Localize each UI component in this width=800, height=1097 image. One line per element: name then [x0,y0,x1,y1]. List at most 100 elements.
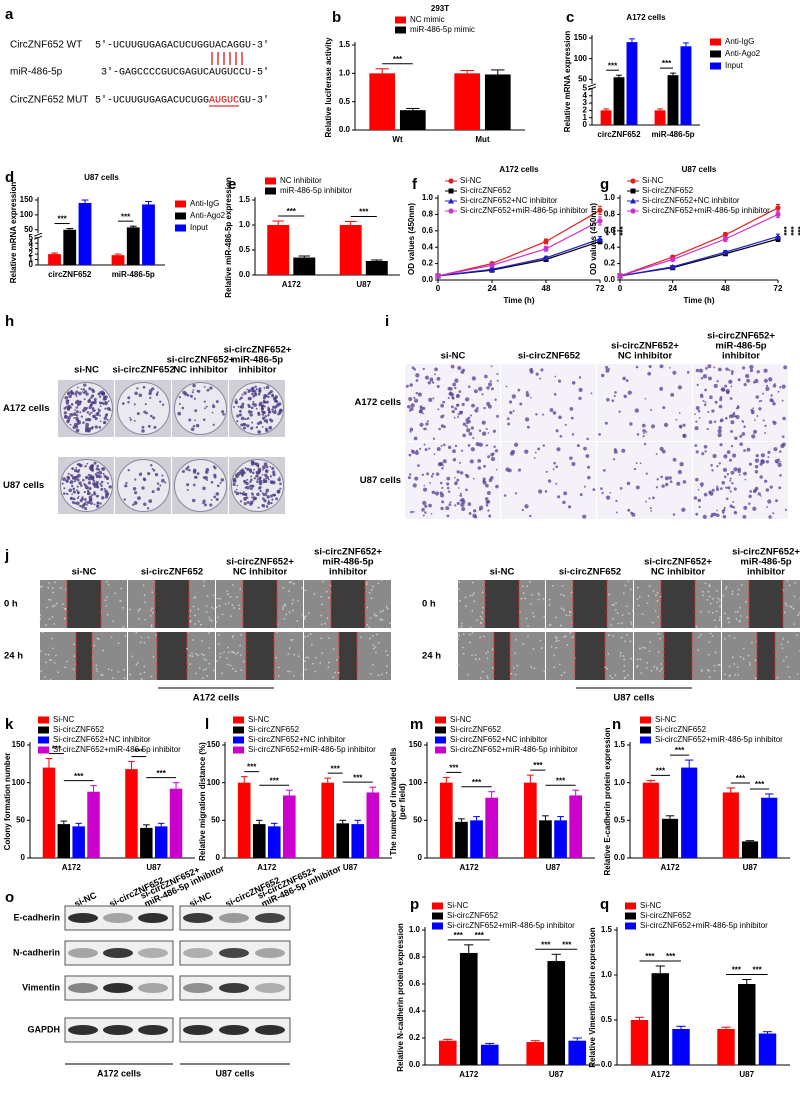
cell [464,596,467,599]
cell [793,595,796,598]
error-bar [298,255,311,258]
colony [261,473,264,476]
colony [251,496,253,499]
y-tick-label: 1.0 [239,220,251,229]
row-label: U87 cells [3,480,44,491]
error-bar [285,789,293,796]
invaded-cell [710,464,713,467]
row-label: 0 h [4,599,18,610]
error-bar [616,74,622,78]
cell [641,613,644,616]
legend-swatch [710,50,721,58]
cell [325,590,328,593]
cell [621,622,623,624]
cell [337,671,340,674]
colony [260,479,263,482]
cell [646,661,648,664]
cell [708,585,711,588]
column-header: si-circZNF652 [112,365,174,376]
invaded-cell [487,404,492,409]
invaded-cell [695,420,698,423]
invaded-cell [697,488,700,491]
invaded-cell [635,365,639,369]
cell [531,593,533,596]
bar [252,824,266,858]
significance-label: *** [270,776,280,785]
invaded-cell [415,449,419,452]
cell [793,623,796,626]
error-bar [764,793,774,798]
invaded-cell [481,393,484,396]
cell [620,636,623,639]
colony [240,416,245,421]
legend-label: Si-circZNF652 [248,725,300,734]
series-line [437,220,601,277]
colony [100,484,103,487]
invaded-cell [408,396,413,402]
invaded-cell [409,383,413,387]
colony [159,484,162,487]
cell [724,673,726,676]
legend-label: miR-486-5p mimic [410,25,475,34]
cell [235,596,238,599]
cell [64,617,66,620]
legend-swatch [233,726,244,734]
invaded-cell [714,400,718,404]
invaded-cell [459,494,463,497]
bar [72,826,85,858]
colony [274,409,277,411]
invaded-cell [422,500,427,506]
colony [257,465,260,468]
cell [527,635,529,638]
bar [480,1044,499,1065]
cell [371,635,374,637]
colony [250,406,254,410]
axis-break-mark [587,83,597,88]
y-tick-label: 0.2 [604,259,616,268]
colony [259,486,262,489]
invaded-cell [612,458,616,461]
cell [617,622,620,625]
y-tick-label: 4 [583,91,588,100]
colony [64,414,67,418]
invaded-cell [440,506,444,511]
invaded-cell [443,443,446,447]
column-header: miR-486-5p [715,341,766,352]
plate-well [117,459,170,512]
colony [279,408,283,413]
marker [489,262,495,268]
invaded-cell [571,433,575,436]
colony [266,495,270,499]
bar [717,1029,735,1065]
invaded-cell [642,429,646,433]
column-header: si-NC [441,351,466,362]
marker [448,178,454,184]
invaded-cell [704,450,707,453]
colony [73,479,77,483]
colony [234,400,239,404]
legend-swatch [435,716,446,724]
x-tick-label: 24 [488,284,497,293]
invaded-cell [509,410,513,415]
bar [237,782,251,858]
colony [94,425,98,429]
wound-gap [661,580,695,628]
invaded-cell [471,376,477,381]
invaded-cell [544,490,548,493]
y-tick-label: 0.5 [339,97,351,106]
cell [738,619,741,622]
panel-letter: b [332,9,341,26]
cell [728,665,731,668]
cell [607,634,610,637]
cell [49,598,52,601]
legend-label: Si-NC [640,901,662,910]
cell [538,593,541,596]
column-header: miR-486-5p [232,355,283,366]
panel-letter: q [600,896,609,913]
colony [101,467,106,471]
cell [122,606,124,609]
cell [712,597,714,600]
error-bar [721,1026,731,1029]
invaded-cell [432,437,436,440]
x-tick-label: U87 [549,1070,564,1079]
